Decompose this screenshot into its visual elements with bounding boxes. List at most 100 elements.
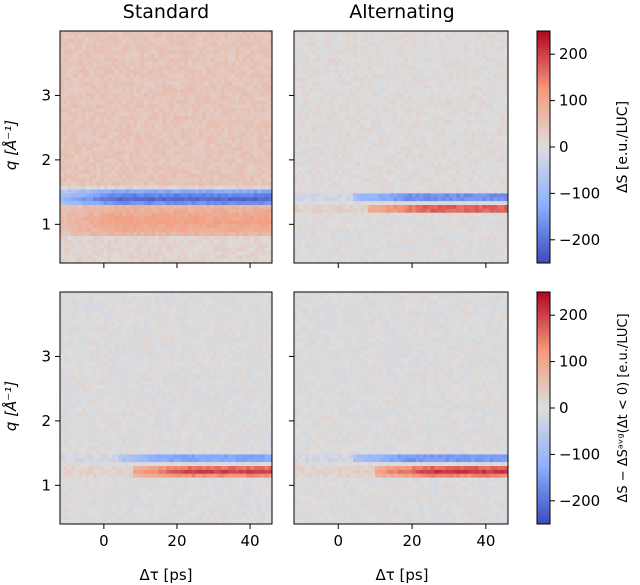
heatmap-cell: [250, 54, 255, 59]
heatmap-cell: [423, 58, 428, 63]
heatmap-cell: [349, 108, 354, 113]
heatmap-cell: [173, 135, 178, 140]
heatmap-cell: [144, 147, 149, 152]
heatmap-cell: [235, 235, 240, 241]
heatmap-cell: [246, 96, 251, 101]
heatmap-cell: [242, 127, 247, 132]
heatmap-cell: [118, 131, 123, 136]
heatmap-cell: [393, 85, 398, 90]
heatmap-cell: [125, 154, 130, 159]
heatmap-cell: [70, 208, 76, 214]
heatmap-cell: [191, 46, 196, 51]
heatmap-cell: [268, 131, 273, 136]
heatmap-cell: [74, 50, 79, 55]
heatmap-cell: [496, 81, 502, 86]
heatmap-cell: [330, 96, 335, 101]
heatmap-cell: [155, 181, 160, 187]
heatmap-cell: [114, 100, 119, 105]
heatmap-cell: [89, 232, 94, 237]
heatmap-cell: [224, 38, 229, 43]
heatmap-cell: [408, 58, 413, 63]
heatmap-cell: [187, 224, 192, 229]
heatmap-cell: [74, 224, 79, 229]
heatmap-cell: [118, 220, 123, 225]
heatmap-cell: [173, 216, 178, 221]
heatmap-cell: [253, 119, 258, 125]
heatmap-cell: [463, 77, 468, 82]
heatmap-cell: [224, 239, 229, 245]
heatmap-cell: [191, 201, 196, 206]
heatmap-cell: [224, 235, 229, 241]
heatmap-cell: [323, 50, 328, 55]
heatmap-cell: [250, 232, 255, 237]
heatmap-cell: [166, 85, 171, 90]
heatmap-cell: [423, 116, 428, 121]
heatmap-cell: [463, 42, 468, 47]
heatmap-cell: [100, 92, 105, 98]
heatmap-cell: [111, 150, 116, 156]
heatmap-cell: [63, 34, 68, 40]
heatmap-cell: [114, 31, 119, 36]
heatmap-cell: [246, 34, 251, 40]
heatmap-cell: [136, 174, 141, 179]
heatmap-cell: [327, 65, 332, 71]
heatmap-cell: [239, 38, 244, 43]
heatmap-cell: [312, 123, 317, 129]
heatmap-cell: [261, 243, 266, 248]
heatmap-cell: [319, 65, 324, 71]
heatmap-cell: [96, 31, 101, 36]
heatmap-cell: [463, 50, 468, 55]
heatmap-cell: [191, 131, 196, 136]
heatmap-cell: [195, 255, 200, 260]
heatmap-cell: [378, 119, 383, 125]
heatmap-cell: [118, 189, 123, 194]
heatmap-cell: [489, 104, 494, 109]
heatmap-cell: [312, 42, 317, 47]
heatmap-cell: [231, 174, 236, 179]
heatmap-cell: [103, 251, 108, 256]
heatmap-cell: [419, 77, 424, 82]
heatmap-cell: [176, 150, 182, 156]
heatmap-cell: [100, 54, 105, 59]
heatmap-cell: [360, 73, 365, 78]
heatmap-cell: [78, 150, 83, 156]
heatmap-cell: [460, 89, 465, 94]
heatmap-cell: [408, 31, 413, 36]
heatmap-cell: [191, 208, 196, 214]
heatmap-cell: [206, 255, 211, 260]
heatmap-cell: [478, 50, 483, 55]
heatmap-cell: [345, 123, 350, 129]
heatmap-cell: [437, 100, 442, 105]
heatmap-cell: [360, 81, 365, 86]
heatmap-cell: [397, 119, 402, 125]
heatmap-cell: [125, 243, 130, 248]
heatmap-cell: [74, 46, 79, 51]
heatmap-cell: [166, 31, 171, 36]
heatmap-cell: [63, 197, 68, 202]
heatmap-cell: [70, 104, 76, 109]
heatmap-cell: [412, 31, 417, 36]
heatmap-cell: [482, 112, 487, 117]
heatmap-cell: [111, 139, 116, 144]
heatmap-cell: [250, 259, 255, 264]
heatmap-cell: [162, 50, 167, 55]
heatmap-cell: [129, 181, 134, 187]
heatmap-cell: [158, 162, 163, 167]
heatmap-cell: [360, 77, 365, 82]
heatmap-cell: [96, 92, 101, 98]
heatmap-cell: [166, 259, 171, 264]
heatmap-cell: [173, 251, 178, 256]
heatmap-cell: [235, 34, 240, 40]
heatmap-cell: [162, 85, 167, 90]
heatmap-cell: [125, 235, 130, 241]
heatmap-cell: [176, 212, 182, 217]
heatmap-cell: [301, 50, 306, 55]
heatmap-cell: [147, 158, 152, 163]
heatmap-cell: [129, 158, 134, 163]
heatmap-cell: [452, 89, 457, 94]
heatmap-cell: [89, 243, 94, 248]
heatmap-cell: [118, 251, 123, 256]
heatmap-cell: [382, 108, 387, 113]
heatmap-cell: [63, 205, 68, 210]
heatmap-cell: [485, 65, 490, 71]
